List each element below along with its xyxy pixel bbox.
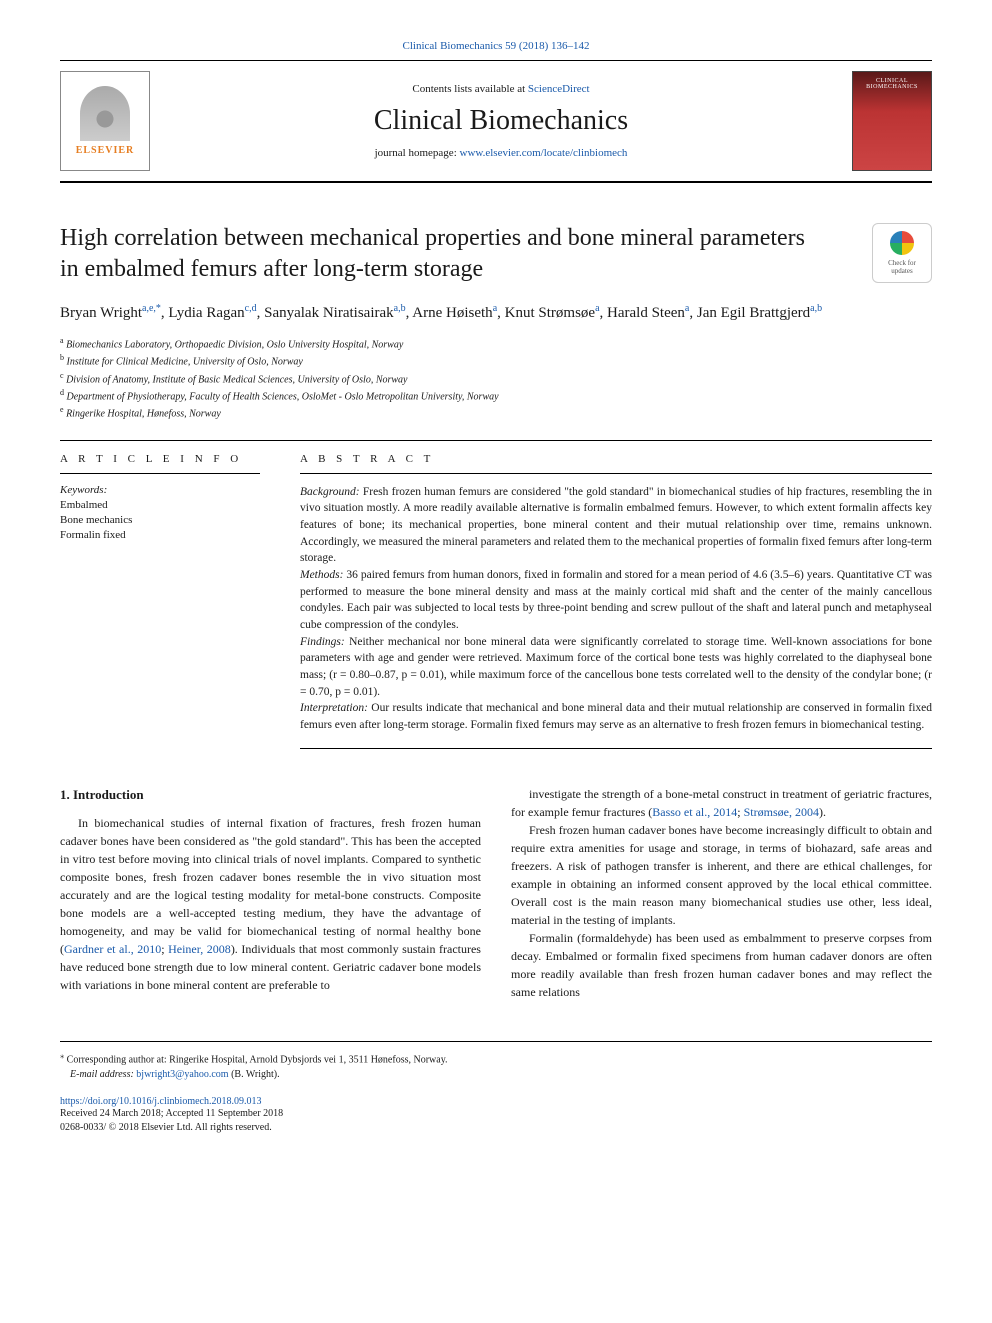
email-label: E-mail address: xyxy=(70,1069,136,1080)
abstract-body: Background: Fresh frozen human femurs ar… xyxy=(300,484,932,734)
publisher-logo[interactable]: ELSEVIER xyxy=(60,71,150,171)
section-heading: 1. Introduction xyxy=(60,785,481,805)
homepage-link[interactable]: www.elsevier.com/locate/clinbiomech xyxy=(460,147,628,159)
journal-cover[interactable]: CLINICAL BIOMECHANICS xyxy=(852,71,932,171)
crossmark-icon xyxy=(890,231,914,255)
publisher-name: ELSEVIER xyxy=(76,145,135,156)
homepage-prefix: journal homepage: xyxy=(375,147,460,159)
keywords-label: Keywords: xyxy=(60,484,260,496)
email-author-name: (B. Wright). xyxy=(229,1069,280,1080)
check-updates-badge[interactable]: Check for updates xyxy=(872,223,932,283)
affiliations: a Biomechanics Laboratory, Orthopaedic D… xyxy=(60,335,932,422)
homepage-line: journal homepage: www.elsevier.com/locat… xyxy=(150,147,852,159)
received-accepted-dates: Received 24 March 2018; Accepted 11 Sept… xyxy=(60,1107,932,1121)
corresponding-star-icon: ⁎ xyxy=(60,1051,64,1060)
corresponding-email-link[interactable]: bjwright3@yahoo.com xyxy=(136,1069,228,1080)
keywords-list: EmbalmedBone mechanicsFormalin fixed xyxy=(60,498,260,544)
abstract-heading: A B S T R A C T xyxy=(300,453,932,465)
section-title: Introduction xyxy=(73,787,144,802)
section-number: 1. xyxy=(60,787,70,802)
body-column-right: investigate the strength of a bone-metal… xyxy=(511,785,932,1001)
contents-prefix: Contents lists available at xyxy=(412,83,527,95)
check-updates-line1: Check for xyxy=(888,259,916,267)
journal-header: ELSEVIER Contents lists available at Sci… xyxy=(60,60,932,183)
body-column-left: 1. Introduction In biomechanical studies… xyxy=(60,785,481,1001)
sciencedirect-link[interactable]: ScienceDirect xyxy=(528,83,590,95)
check-updates-line2: updates xyxy=(891,267,912,275)
corresponding-author-text: Corresponding author at: Ringerike Hospi… xyxy=(67,1054,448,1065)
journal-title: Clinical Biomechanics xyxy=(150,105,852,137)
footnotes: ⁎ Corresponding author at: Ringerike Hos… xyxy=(60,1041,932,1082)
contents-line: Contents lists available at ScienceDirec… xyxy=(150,83,852,95)
journal-citation[interactable]: Clinical Biomechanics 59 (2018) 136–142 xyxy=(60,40,932,52)
doi-link[interactable]: https://doi.org/10.1016/j.clinbiomech.20… xyxy=(60,1096,932,1107)
elsevier-tree-icon xyxy=(80,86,130,141)
authors-list: Bryan Wrighta,e,*, Lydia Raganc,d, Sanya… xyxy=(60,301,932,325)
cover-title-text: CLINICAL BIOMECHANICS xyxy=(853,72,931,90)
article-title: High correlation between mechanical prop… xyxy=(60,223,932,285)
copyright-line: 0268-0033/ © 2018 Elsevier Ltd. All righ… xyxy=(60,1121,932,1135)
article-info-heading: A R T I C L E I N F O xyxy=(60,453,260,465)
